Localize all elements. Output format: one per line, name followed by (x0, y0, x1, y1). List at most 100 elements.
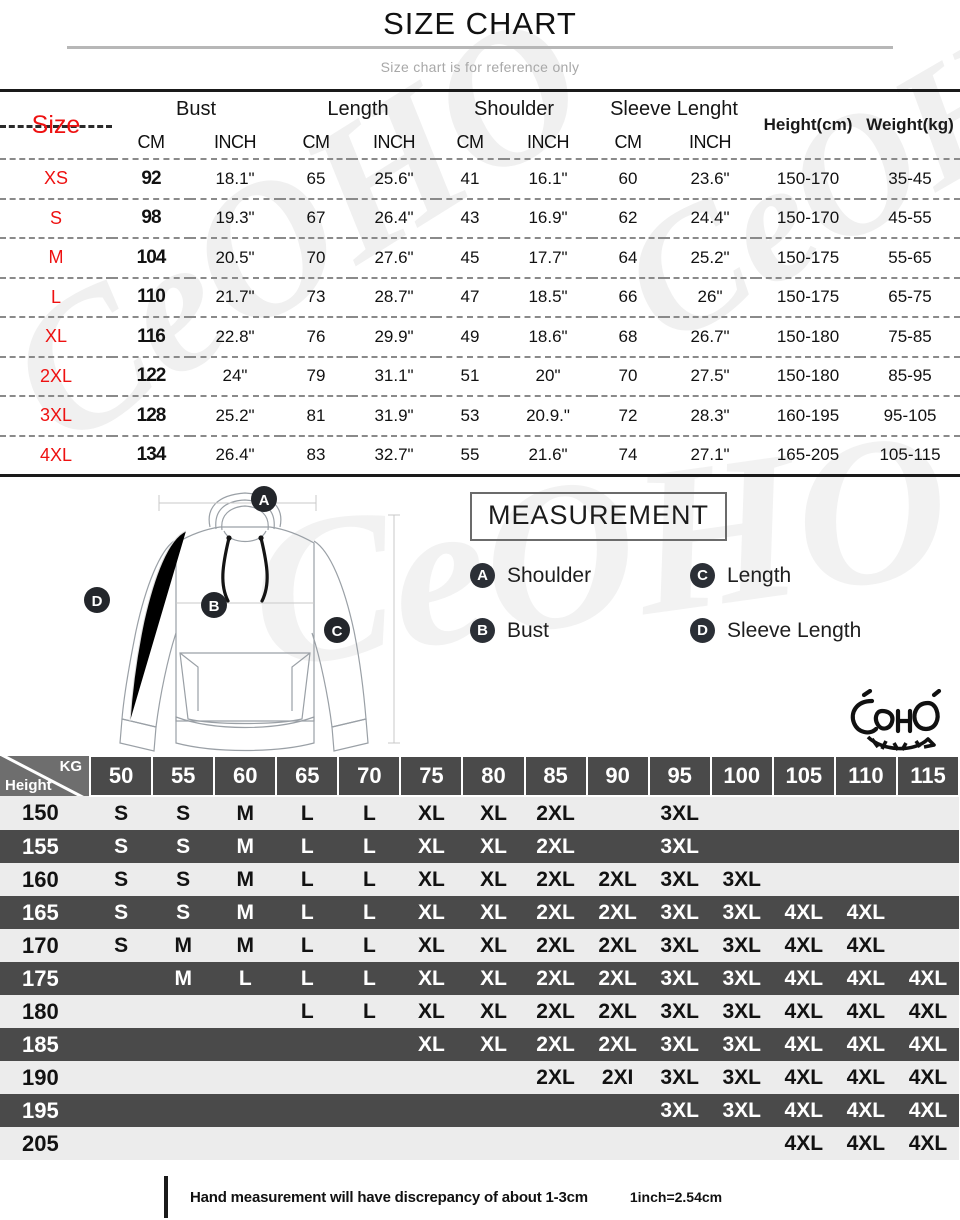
empty-cell (214, 995, 277, 1028)
cell-sleeve-in: 26" (664, 276, 757, 317)
empty-cell (896, 929, 959, 962)
height-weight-row: 205 4XL 4XL 4XL (0, 1127, 959, 1160)
cell-sleeve-cm: 72 (592, 395, 665, 436)
footer-conversion-note: 1inch=2.54cm (629, 1189, 723, 1205)
size-cell: M (152, 962, 215, 995)
cell-shoulder-in: 20" (504, 355, 593, 396)
empty-cell (338, 1028, 401, 1061)
height-label: 205 (0, 1127, 91, 1160)
size-cell: 4XL (772, 896, 835, 929)
size-cell: S (90, 796, 153, 830)
page-title: SIZE CHART (383, 6, 577, 41)
size-cell: S (90, 830, 153, 863)
empty-cell (586, 830, 649, 863)
cell-length-in: 29.9" (352, 316, 437, 357)
size-cell: S (152, 863, 215, 896)
empty-cell (214, 1028, 277, 1061)
empty-cell (276, 1028, 339, 1061)
unit-length-cm: CM (302, 131, 331, 152)
height-label: 185 (0, 1028, 91, 1061)
weight-header-95: 95 (647, 755, 712, 797)
cell-length-cm: 65 (280, 158, 352, 199)
empty-cell (524, 1094, 587, 1127)
size-cell: 3XL (710, 1094, 773, 1127)
empty-cell (400, 1094, 463, 1127)
cell-sleeve-in: 25.2" (664, 237, 757, 278)
empty-cell (710, 1127, 773, 1160)
size-cell: 3XL (710, 995, 773, 1028)
cell-bust-cm: 98 (112, 197, 190, 238)
size-cell: 4XL (834, 896, 897, 929)
diagonal-divider-icon (0, 756, 84, 796)
legend-label-sleeve-length: Sleeve Length (727, 618, 862, 642)
badge-a-icon: A (470, 563, 495, 588)
footer-discrepancy-note: Hand measurement will have discrepancy o… (190, 1188, 588, 1206)
height-label: 195 (0, 1094, 91, 1127)
cell-length-in: 27.6" (352, 237, 437, 278)
cell-length-in: 28.7" (352, 276, 437, 317)
cell-sleeve-cm: 60 (592, 158, 665, 199)
unit-shoulder-cm: CM (456, 131, 485, 152)
size-cell: XL (462, 896, 525, 929)
empty-cell (338, 1061, 401, 1094)
size-cell: XL (400, 796, 463, 830)
size-chart-table: Size Bust Length Shoulder Sleeve Lenght … (0, 92, 960, 474)
cell-length-cm: 81 (280, 395, 352, 436)
size-cell: L (276, 863, 339, 896)
cell-length-in: 25.6" (352, 158, 437, 199)
size-cell: XL (400, 962, 463, 995)
height-weight-grid-container: KG Height 50 55 60 65 70 75 80 85 90 95 100 105 110 1… (0, 755, 960, 1160)
size-cell: XL (400, 1028, 463, 1061)
legend-label-shoulder: Shoulder (507, 563, 592, 587)
cell-sleeve-in: 23.6" (664, 158, 757, 199)
cell-bust-cm: 134 (112, 434, 190, 474)
cell-bust-in: 20.5" (190, 237, 280, 278)
empty-cell (90, 1094, 153, 1127)
size-cell: 3XL (648, 896, 711, 929)
size-label: XL (0, 316, 112, 357)
height-weight-row: 195 3XL 3XL 4XL 4XL 4XL (0, 1094, 959, 1127)
empty-cell (834, 830, 897, 863)
unit-length-inch: INCH (373, 131, 416, 152)
size-cell: XL (462, 995, 525, 1028)
legend-item-bust: B Bust (470, 618, 690, 643)
brand-logo (842, 688, 946, 755)
size-cell: 3XL (648, 1094, 711, 1127)
badge-b-icon: B (470, 618, 495, 643)
empty-cell (276, 1127, 339, 1160)
cell-sleeve-cm: 62 (592, 197, 665, 238)
cell-weight: 45-55 (860, 197, 960, 238)
diagram-badge-c: C (324, 617, 350, 643)
size-cell: S (152, 830, 215, 863)
size-cell: XL (462, 1028, 525, 1061)
cell-weight: 65-75 (860, 276, 960, 317)
weight-header-row: KG Height 50 55 60 65 70 75 80 85 90 95 100 105 110 1… (0, 755, 960, 797)
svg-text:B: B (209, 598, 220, 615)
empty-cell (896, 830, 959, 863)
group-header-sleeve: Sleeve Lenght (610, 97, 738, 120)
cell-height: 150-175 (756, 237, 861, 278)
size-cell: 3XL (648, 796, 711, 830)
empty-cell (524, 1127, 587, 1160)
size-cell: 4XL (772, 1028, 835, 1061)
height-weight-row: 165 S S M L L XL XL 2XL 2XL 3XL 3XL 4XL 4XL (0, 896, 959, 929)
cell-length-cm: 67 (280, 197, 352, 238)
height-weight-row: 155 S S M L L XL XL 2XL 3XL (0, 830, 959, 863)
size-table-row: 3XL 128 25.2" 81 31.9" 53 20.9." 72 28.3" 160-195… (0, 395, 960, 436)
empty-cell (462, 1061, 525, 1094)
empty-cell (400, 1127, 463, 1160)
cell-sleeve-cm: 68 (592, 316, 665, 357)
size-cell: 2XI (586, 1061, 649, 1094)
size-cell: 3XL (710, 896, 773, 929)
legend-label-length: Length (727, 563, 792, 587)
size-table-row: S 98 19.3" 67 26.4" 43 16.9" 62 24.4" 150-170 45-5… (0, 197, 960, 238)
size-cell: L (276, 962, 339, 995)
cell-length-cm: 79 (280, 355, 352, 396)
empty-cell (152, 995, 215, 1028)
size-cell: 2XL (586, 896, 649, 929)
size-table-row: 4XL 134 26.4" 83 32.7" 55 21.6" 74 27.1" 165-205 1… (0, 434, 960, 474)
cell-shoulder-in: 18.5" (504, 276, 593, 317)
size-cell: 2XL (524, 1061, 587, 1094)
size-cell: 4XL (896, 962, 959, 995)
size-cell: 3XL (648, 995, 711, 1028)
